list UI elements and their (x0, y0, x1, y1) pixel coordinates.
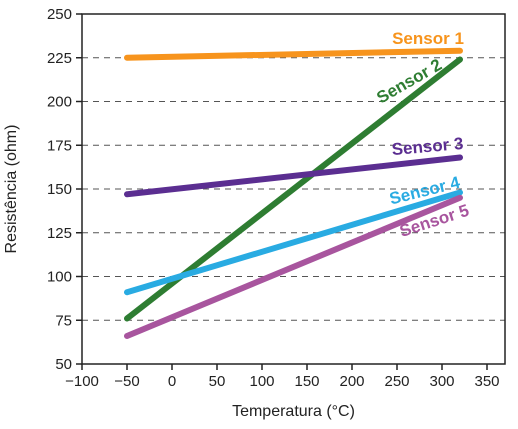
series-line-5 (124, 194, 463, 339)
y-tick-label: 225 (47, 50, 72, 67)
x-tick-label: 0 (168, 373, 176, 390)
series-line-4 (124, 189, 463, 296)
y-tick-label: 100 (47, 269, 72, 286)
x-tick-label: 250 (384, 373, 409, 390)
series-line-3 (124, 154, 463, 198)
x-tick-label: 350 (474, 373, 499, 390)
series-lines (124, 47, 463, 339)
y-tick-label: 125 (47, 225, 72, 242)
x-tick-label: 100 (249, 373, 274, 390)
x-tick-label: 150 (294, 373, 319, 390)
x-tick-label: 200 (339, 373, 364, 390)
y-tick-label: 50 (55, 356, 72, 373)
y-tick-label: 200 (47, 94, 72, 111)
series-line-1 (124, 47, 463, 61)
x-tick-label: 300 (429, 373, 454, 390)
y-tick-label: 150 (47, 181, 72, 198)
x-tick-label: −100 (65, 373, 99, 390)
y-tick-label: 75 (55, 312, 72, 329)
x-tick-labels: −100 −50 0 50 100 150 200 250 300 350 (65, 373, 499, 390)
y-tick-labels: 50 75 100 125 150 175 200 225 250 (47, 6, 72, 373)
x-axis-title: Temperatura (°C) (232, 403, 355, 420)
x-tick-label: −50 (114, 373, 139, 390)
series-label-1: Sensor 1 (392, 29, 464, 48)
x-tick-label: 50 (209, 373, 226, 390)
y-tick-label: 250 (47, 6, 72, 23)
axes (76, 13, 506, 370)
y-axis-title: Resistência (ohm) (3, 125, 20, 254)
y-tick-label: 175 (47, 137, 72, 154)
